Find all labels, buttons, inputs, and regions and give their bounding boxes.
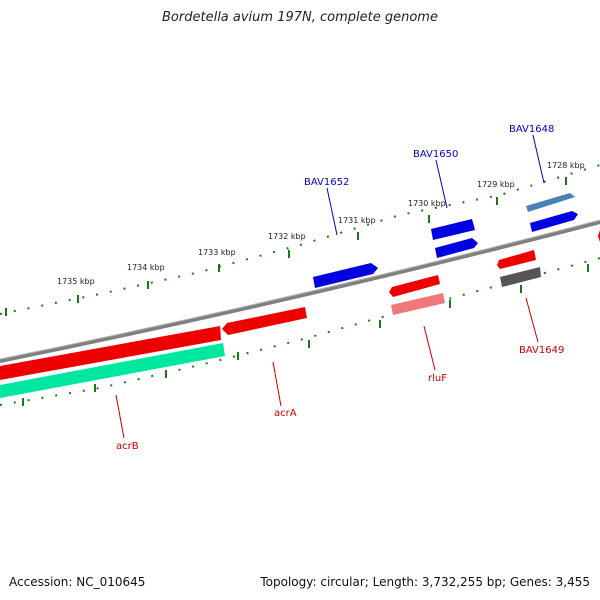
leader-bav1650 [435, 159, 448, 209]
gene-bav1648-a[interactable] [526, 193, 575, 212]
ruler-label-1730: 1730 kbp [408, 199, 446, 208]
gene-bav1650-a[interactable] [431, 219, 475, 240]
gene-bav1648-b[interactable] [530, 211, 578, 232]
leader-acrA [272, 361, 282, 407]
gene-label-bav1648: BAV1648 [509, 124, 554, 135]
gene-bav1650-b[interactable] [435, 238, 478, 258]
leader-bav1652 [326, 187, 338, 236]
outer-major-ticks [5, 177, 567, 316]
inner-major-ticks [22, 264, 589, 406]
gene-label-bav1652: BAV1652 [304, 177, 349, 188]
leader-rluF [423, 325, 436, 371]
map-title: Bordetella avium 197N, complete genome [162, 10, 438, 25]
accession-text: Accession: NC_010645 [9, 575, 146, 589]
genome-backbone-highlight [0, 219, 600, 360]
gene-rluF-a[interactable] [389, 275, 440, 297]
gene-label-acrB: acrB [116, 441, 139, 452]
ruler-label-1734: 1734 kbp [127, 263, 165, 272]
ruler-label-1728: 1728 kbp [547, 161, 585, 170]
leader-bav1649 [525, 297, 539, 343]
gene-label-bav1649: BAV1649 [519, 345, 564, 356]
gene-bav1652[interactable] [313, 263, 378, 288]
gene-rluF-b[interactable] [391, 293, 445, 315]
gene-label-acrA: acrA [274, 408, 297, 419]
ruler-label-1732: 1732 kbp [268, 232, 306, 241]
ruler-label-1735: 1735 kbp [57, 277, 95, 286]
genome-backbone [0, 220, 600, 363]
leader-bav1648 [532, 134, 545, 184]
ruler-label-1733: 1733 kbp [198, 248, 236, 257]
gene-bav1649-b[interactable] [500, 267, 541, 287]
gene-label-bav1650: BAV1650 [413, 149, 458, 160]
gene-acrA[interactable] [222, 307, 307, 335]
genome-summary-text: Topology: circular; Length: 3,732,255 bp… [260, 575, 590, 589]
ruler-label-1731: 1731 kbp [338, 216, 376, 225]
gene-acrB[interactable] [0, 326, 221, 380]
gene-rna-cyan[interactable] [0, 343, 225, 398]
gene-label-rluF: rluF [428, 373, 447, 384]
gene-bav1649-a[interactable] [497, 250, 536, 269]
ruler-label-1729: 1729 kbp [477, 180, 515, 189]
leader-acrB [115, 394, 125, 439]
